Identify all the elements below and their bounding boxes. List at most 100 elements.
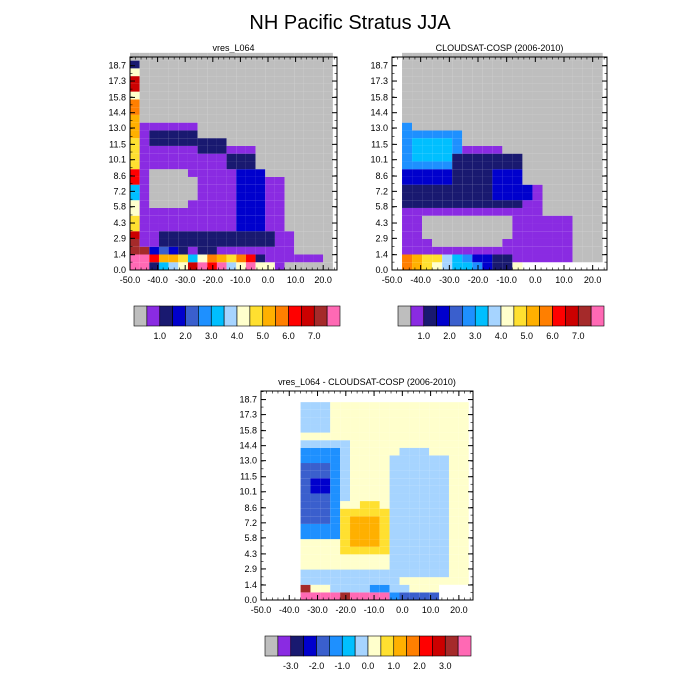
heatmap-cell [409,417,420,425]
heatmap-cell [429,470,440,479]
heatmap-cell [236,145,246,154]
heatmap-cell [472,122,483,131]
heatmap-cell [532,176,543,185]
heatmap-cell [168,60,179,69]
heatmap-cell [429,592,440,600]
heatmap-cell [402,215,413,224]
colorbar-swatch [264,635,279,657]
heatmap-cell [552,246,563,255]
heatmap-cell [402,107,413,115]
heatmap-cell [402,99,413,108]
heatmap-cell [512,83,523,92]
heatmap-cell [442,161,453,170]
heatmap-cell [178,145,188,154]
colorbar-label: 1.0 [153,331,166,341]
heatmap-cell [207,99,217,108]
heatmap-cell [592,99,603,108]
heatmap-cell [350,485,360,494]
heatmap-cell [130,231,140,239]
heatmap-cell [432,231,443,239]
heatmap-cell [439,402,449,410]
y-tick-label: 2.9 [375,233,388,243]
heatmap-cell [542,184,553,193]
heatmap-cell [158,76,169,84]
heatmap-cell [432,246,443,255]
heatmap-cell [207,114,217,123]
heatmap-cell [236,68,246,77]
heatmap-cell [320,432,331,441]
y-tick-label: 1.4 [113,250,126,260]
heatmap-cell [429,432,440,441]
heatmap-cell [187,68,198,77]
heatmap-cell [265,68,275,77]
heatmap-cell [255,122,266,131]
heatmap-cell [340,569,351,578]
heatmap-cell [462,99,473,108]
heatmap-cell [303,238,314,247]
heatmap-cell [532,91,543,100]
heatmap-cell [409,501,420,509]
colorbar-swatch [590,305,605,327]
heatmap-cell [422,76,433,84]
heatmap-cell [482,254,493,263]
heatmap-cell [472,169,483,177]
heatmap-cell [236,153,246,162]
heatmap-cell [512,254,523,263]
heatmap-cell [439,432,449,441]
heatmap-cell [359,409,370,418]
heatmap-cell [294,145,304,154]
heatmap-cell [412,76,423,84]
heatmap-cell [412,200,423,208]
heatmap-cell [379,424,390,433]
heatmap-cell [284,254,295,263]
heatmap-cell [399,409,410,418]
heatmap-cell [379,493,390,502]
heatmap-cell [562,107,573,115]
heatmap-cell [389,463,400,471]
heatmap-cell [582,231,593,239]
heatmap-cell [492,223,503,232]
heatmap-cell [139,207,150,216]
heatmap-cell [158,223,169,232]
heatmap-cell [274,254,285,263]
heatmap-cell [439,409,449,418]
heatmap-cell [359,485,370,494]
heatmap-cell [492,231,503,239]
heatmap-cell [310,516,321,524]
heatmap-cell [130,169,140,177]
heatmap-cell [226,138,237,146]
heatmap-cell [158,169,169,177]
heatmap-cell [359,531,370,540]
heatmap-cell [439,539,449,547]
heatmap-cell [572,207,583,216]
heatmap-cell [512,138,523,146]
heatmap-cell [552,107,563,115]
heatmap-cell [458,409,469,418]
heatmap-cell [462,262,473,270]
heatmap-cell [323,138,333,146]
heatmap-cell [139,200,150,208]
colorbar-swatch [449,305,463,327]
heatmap-cell [419,539,430,547]
heatmap-cell [422,153,433,162]
heatmap-cell [359,554,370,562]
heatmap-cell [300,569,311,578]
heatmap-cell [442,83,453,92]
heatmap-cell [458,523,469,532]
heatmap-cell [402,200,413,208]
heatmap-cell [139,68,150,77]
heatmap-cell [442,246,453,255]
heatmap-cell [207,122,217,131]
heatmap-cell [245,122,256,131]
heatmap-cell [350,523,360,532]
heatmap-cell [458,561,469,570]
heatmap-cell [265,262,275,270]
heatmap-cell [462,231,473,239]
colorbar-label: 2.0 [443,331,456,341]
colorbar-swatch [393,635,407,657]
heatmap-cell [399,554,410,562]
heatmap-cell [592,114,603,123]
heatmap-cell [303,83,314,92]
colorbar: 1.0 2.0 3.0 4.0 5.0 6.0 7.0 [133,305,341,341]
colorbar-swatch [316,635,330,657]
